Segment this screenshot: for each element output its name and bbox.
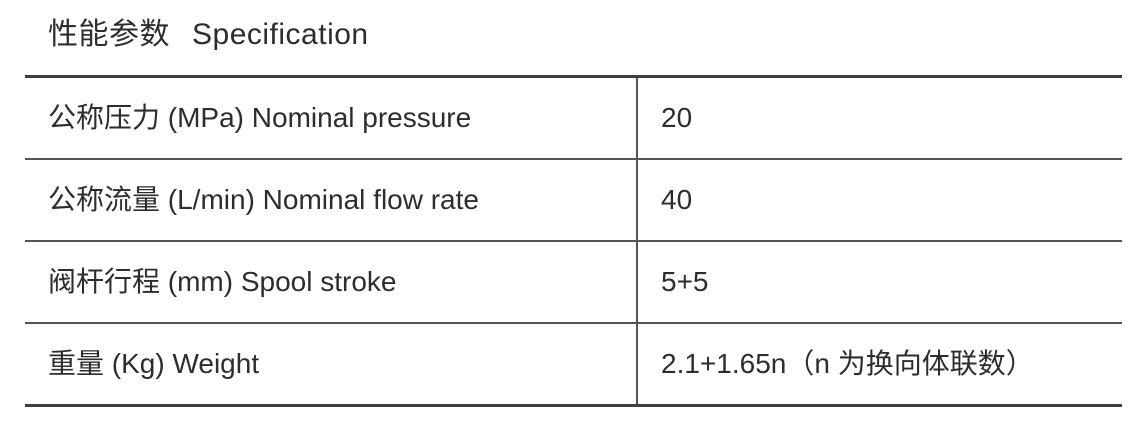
spec-value-spool-stroke: 5+5: [661, 266, 709, 297]
page-title: 性能参数 Specification: [48, 16, 1144, 54]
table-row-nominal-flow-rate: 公称流量 (L/min) Nominal flow rate 40: [25, 160, 1122, 242]
spec-value-nominal-flow-rate: 40: [661, 184, 693, 215]
table-row-spool-stroke: 阀杆行程 (mm) Spool stroke 5+5: [25, 242, 1122, 324]
spec-label-spool-stroke: 阀杆行程 (mm) Spool stroke: [25, 242, 638, 322]
spec-label-nominal-flow-rate: 公称流量 (L/min) Nominal flow rate: [25, 160, 638, 240]
table-row-nominal-pressure: 公称压力 (MPa) Nominal pressure 20: [25, 78, 1122, 160]
spec-value-weight: 2.1+1.65n（n 为换向体联数）: [661, 348, 1034, 379]
spec-label-weight: 重量 (Kg) Weight: [25, 324, 638, 404]
specification-table: 公称压力 (MPa) Nominal pressure 20 公称流量 (L/m…: [25, 75, 1122, 407]
page-title-english: Specification: [192, 18, 369, 51]
spec-value-nominal-pressure: 20: [661, 102, 693, 133]
spec-label-nominal-pressure: 公称压力 (MPa) Nominal pressure: [25, 78, 638, 158]
table-row-weight: 重量 (Kg) Weight 2.1+1.65n（n 为换向体联数）: [25, 324, 1122, 407]
spec-sheet: 性能参数 Specification 公称压力 (MPa) Nominal pre…: [0, 16, 1144, 427]
page-title-chinese: 性能参数: [48, 18, 170, 51]
